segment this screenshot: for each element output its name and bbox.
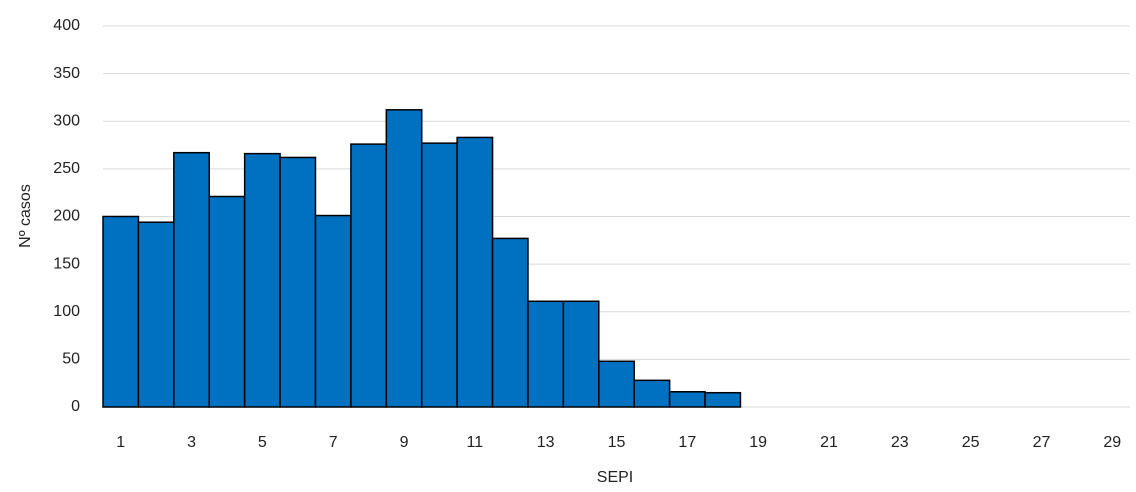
bar [314, 214, 352, 408]
bar [562, 300, 600, 408]
y-axis-label: Nº casos [17, 184, 34, 248]
bar [527, 300, 565, 408]
bar [633, 379, 671, 408]
y-tick-label: 100 [53, 303, 80, 320]
x-tick-label: 19 [749, 434, 767, 451]
x-tick-label: 1 [116, 434, 125, 451]
y-tick-label: 50 [62, 351, 80, 368]
y-tick-label: 350 [53, 65, 80, 82]
bar [385, 109, 423, 408]
x-tick-label: 11 [467, 434, 484, 451]
bar [704, 391, 742, 408]
x-tick-label: 9 [400, 434, 409, 451]
y-tick-label: 150 [53, 255, 80, 272]
x-tick-label: 5 [258, 434, 267, 451]
bar [137, 221, 175, 408]
y-tick-label: 400 [53, 17, 80, 34]
x-axis-label: SEPI [597, 469, 633, 486]
bar [598, 360, 635, 408]
x-tick-label: 3 [187, 434, 196, 451]
bar [208, 195, 246, 408]
x-tick-label: 27 [1033, 434, 1051, 451]
x-tick-label: 21 [820, 434, 838, 451]
x-tick-label: 15 [608, 434, 626, 451]
bar [456, 136, 494, 408]
bar [350, 143, 388, 408]
y-tick-label: 0 [71, 398, 80, 415]
x-tick-label: 7 [329, 434, 338, 451]
y-tick-label: 300 [53, 112, 80, 129]
bar [102, 215, 140, 408]
x-tick-label: 25 [962, 434, 980, 451]
bar [668, 391, 706, 408]
y-tick-label: 250 [53, 160, 80, 177]
bar [243, 152, 281, 408]
x-tick-label: 13 [537, 434, 555, 451]
bar [173, 151, 210, 408]
bar [279, 156, 317, 408]
x-tick-label: 17 [678, 434, 696, 451]
y-tick-label: 200 [53, 208, 80, 225]
bar [491, 237, 529, 408]
x-tick-label: 23 [891, 434, 909, 451]
bar [420, 142, 458, 408]
x-tick-label: 29 [1103, 434, 1121, 451]
